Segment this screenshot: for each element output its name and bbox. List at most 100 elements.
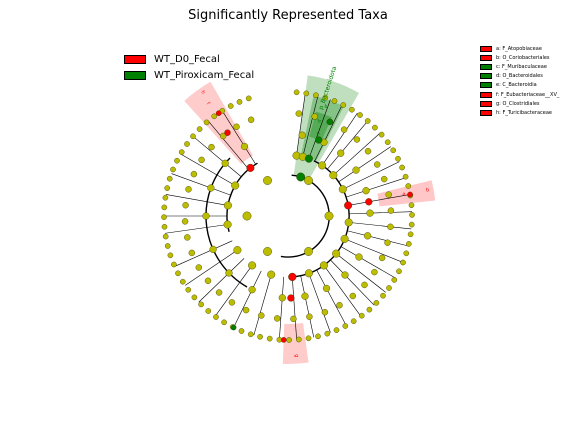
taxon-node [267, 270, 276, 279]
taxon-node [386, 285, 392, 291]
branch [185, 249, 238, 286]
taxon-node [407, 231, 414, 238]
taxon-node [366, 209, 374, 217]
clade-label: d [316, 119, 323, 124]
branch [171, 173, 231, 196]
branch [330, 259, 375, 306]
taxon-node [395, 155, 401, 162]
taxon-node [381, 175, 388, 183]
taxon-node [372, 124, 378, 131]
taxon-node [207, 184, 215, 192]
taxon-node [361, 281, 368, 289]
taxon-node [221, 159, 229, 167]
taxon-node [290, 315, 297, 323]
taxa-legend-swatch [480, 91, 492, 98]
taxon-node [304, 269, 313, 278]
taxa-legend-label: b: O_Coriobacteriales [496, 54, 550, 61]
taxon-node [405, 241, 412, 247]
taxa-legend-label: a: F_Atopobiaceae [496, 45, 542, 52]
taxon-node [190, 170, 198, 178]
group-legend: WT_D0_Fecal WT_Piroxicam_Fecal [124, 51, 254, 83]
clade-label: f [205, 101, 211, 106]
branch [208, 120, 250, 170]
clade-arc [280, 174, 330, 258]
taxon-node [228, 299, 236, 306]
taxon-node [233, 246, 242, 255]
branch [321, 113, 358, 166]
taxa-legend-entry: d: O_Bacteroidales [480, 72, 559, 81]
taxon-node [318, 161, 327, 170]
taxon-node [263, 247, 272, 256]
taxon-node [198, 156, 205, 164]
taxon-node [384, 139, 391, 145]
taxon-node [338, 185, 347, 194]
taxon-node [349, 292, 356, 300]
taxon-node [341, 271, 349, 279]
taxon-node [332, 249, 341, 258]
taxa-legend-entry: f: F_Eubacteriaceae__XV_ [480, 90, 559, 99]
taxon-node [324, 330, 331, 337]
taxon-node [303, 90, 310, 97]
taxon-node [407, 191, 413, 198]
taxon-node [258, 312, 265, 319]
taxon-node [408, 221, 415, 228]
branch [279, 276, 285, 340]
taxon-node [166, 175, 173, 182]
taxon-node [387, 207, 395, 214]
taxon-node [225, 269, 233, 277]
taxon-node [298, 131, 306, 139]
taxon-node [322, 284, 331, 293]
taxon-node [274, 315, 281, 322]
taxon-node [257, 333, 263, 340]
branch [342, 161, 400, 190]
taxon-node [184, 141, 190, 147]
taxon-node [280, 337, 287, 343]
taxa-legend-entry: h: F_Turicibacteraceae [480, 108, 559, 117]
taxon-node [242, 211, 252, 221]
taxon-node [188, 249, 196, 257]
chart-title: Significantly Represented Taxa [188, 8, 388, 23]
taxon-node [287, 294, 295, 302]
taxon-node [371, 268, 378, 276]
taxon-node [315, 136, 323, 144]
taxon-node [305, 335, 312, 342]
branch [316, 269, 347, 326]
branch [314, 104, 343, 162]
taxon-node [365, 198, 373, 206]
taxon-node [301, 292, 309, 300]
taxon-node [296, 172, 306, 182]
taxon-node [196, 126, 203, 132]
taxon-node [390, 147, 397, 154]
taxon-node [161, 223, 168, 230]
taxon-node [175, 270, 181, 277]
taxon-node [391, 277, 398, 283]
taxon-node [353, 136, 361, 143]
taxon-node [231, 181, 240, 190]
branch [348, 194, 411, 206]
taxon-node [304, 154, 313, 163]
taxon-node [408, 202, 415, 208]
branch [233, 270, 262, 328]
taxa-legend-label: g: O_Clostridiales [496, 100, 540, 107]
branch [192, 136, 242, 178]
clade-label: h [199, 90, 206, 96]
taxon-node [384, 239, 391, 246]
taxon-node [374, 161, 381, 168]
taxon-node [245, 95, 252, 102]
taxon-node [215, 110, 222, 116]
taxon-node [352, 166, 360, 174]
clade-label: e [323, 104, 330, 109]
taxon-node [333, 327, 340, 333]
taxon-node [321, 309, 329, 316]
taxon-node [179, 278, 186, 285]
taxon-node [387, 223, 394, 231]
taxon-node [357, 112, 363, 118]
taxa-legend-label: f: F_Eubacteriaceae__XV_ [496, 91, 560, 98]
taxon-node [178, 149, 185, 155]
taxon-node [364, 118, 371, 124]
taxon-node [331, 98, 338, 104]
taxa-legend-swatch [480, 73, 492, 80]
taxon-node [170, 166, 176, 173]
taxon-node [198, 301, 204, 308]
taxon-node [248, 261, 257, 270]
